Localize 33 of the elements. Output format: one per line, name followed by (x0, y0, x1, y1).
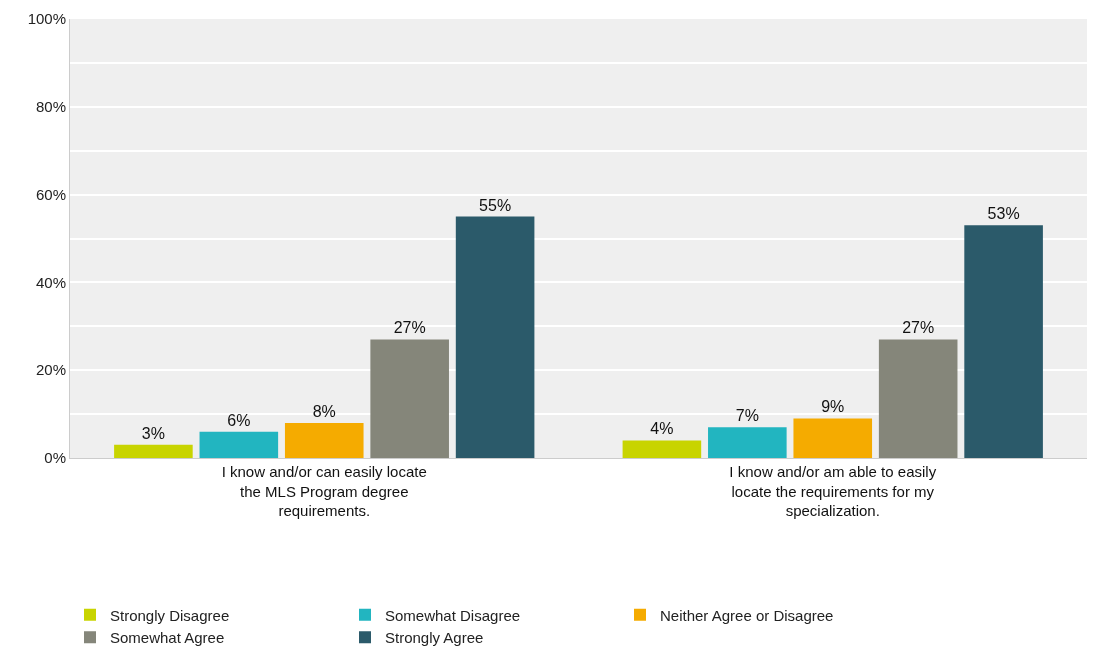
bar (964, 225, 1043, 458)
y-tick-label: 20% (35, 361, 66, 379)
y-tick-label: 40% (35, 273, 66, 291)
data-label: 7% (735, 407, 759, 425)
data-label: 27% (902, 319, 935, 337)
data-label: 9% (821, 398, 845, 416)
x-tick-label: I know and/or can easily locate the MLS Program degree requirements. (221, 463, 427, 519)
legend-label: Neither Agree or Disagree (660, 606, 834, 624)
y-tick-label: 0% (44, 449, 66, 467)
y-tick-label: 60% (35, 185, 66, 203)
legend-label: Strongly Agree (385, 629, 484, 647)
data-label: 8% (312, 402, 336, 420)
bar (199, 431, 279, 458)
bar (114, 444, 193, 458)
bar (878, 339, 958, 458)
bar (708, 427, 787, 458)
data-label: 55% (479, 196, 512, 214)
y-tick-label: 80% (35, 98, 66, 116)
bar (284, 422, 364, 458)
bar (370, 339, 449, 458)
data-label: 27% (393, 319, 426, 337)
legend-label: Strongly Disagree (110, 606, 230, 624)
data-label: 4% (650, 420, 674, 438)
bar (622, 440, 702, 458)
data-label: 6% (227, 411, 251, 429)
bar (793, 418, 873, 458)
bar (455, 216, 535, 458)
y-tick-label: 100% (27, 10, 66, 28)
data-label: 3% (141, 424, 165, 442)
legend-label: Somewhat Disagree (385, 606, 521, 624)
legend-label: Somewhat Agree (110, 629, 225, 647)
x-tick-label: I know and/or am able to easily locate the requirements for my specialization. (729, 463, 937, 519)
data-label: 53% (987, 205, 1020, 223)
